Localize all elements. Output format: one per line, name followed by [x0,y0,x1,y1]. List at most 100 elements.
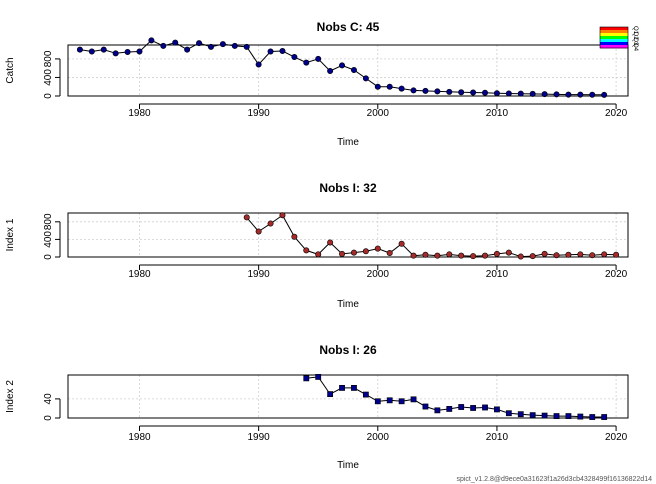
data-point [470,405,477,411]
x-tick-label: 2000 [367,432,390,443]
data-point [291,54,298,61]
data-point [279,212,286,219]
data-point [267,48,274,55]
data-point [219,41,226,48]
data-point [374,398,381,405]
x-tick-label: 2010 [486,432,509,443]
data-point [303,247,310,254]
data-point [482,89,489,96]
data-point [255,61,262,68]
y-tick-label: 400 [43,231,54,248]
data-point [446,406,453,412]
data-point [160,42,167,49]
data-point [327,239,334,246]
colorbar-swatch [600,27,628,31]
data-point [505,410,512,417]
data-point [505,90,512,97]
data-point [303,59,310,66]
data-point [434,407,441,414]
data-point [446,251,453,258]
data-point [327,67,334,74]
data-point [553,413,560,419]
data-point [541,250,548,257]
x-axis: 1980 1990 2000 2010 2020 [128,425,628,443]
data-point [303,375,310,382]
data-point [350,67,357,74]
data-point [482,252,489,259]
data-point [505,249,512,256]
data-point [124,48,131,55]
data-point [231,42,238,49]
data-point [374,245,381,252]
panel-title: Nobs I: 26 [319,343,377,357]
x-tick-label: 1980 [128,432,151,443]
x-tick-label: 2020 [605,269,628,280]
y-tick-label: 0 [43,93,54,99]
x-tick-label: 2020 [605,108,628,119]
plot-frame [67,44,629,97]
colorbar-swatch [600,36,628,40]
panel-title: Nobs I: 32 [319,181,377,195]
data-point [243,43,250,50]
data-point [553,91,560,98]
panel-title: Nobs C: 45 [317,20,380,34]
x-tick-label: 2010 [486,108,509,119]
data-point [553,252,560,259]
y-axis-label: Index 2 [5,380,16,413]
data-point [386,397,393,404]
data-point [493,90,500,97]
colorbar-swatch [600,42,628,46]
data-point [100,46,107,53]
data-point [88,48,95,55]
data-point [362,248,369,255]
data-point [458,89,465,96]
data-point [386,83,393,90]
x-axis: 1980 1990 2000 2010 2020 [128,103,628,119]
data-point [517,253,524,260]
data-point [386,250,393,257]
y-tick-label: 800 [43,213,54,230]
x-tick-label: 1980 [128,269,151,280]
catch-panel: Nobs C: 45 1980 1990 2000 2010 2020 0 400 800 Tim… [5,20,629,148]
data-point [529,412,536,419]
data-point [577,91,584,98]
data-point [207,43,214,50]
data-point [339,250,346,257]
y-axis-label: Catch [5,57,16,83]
data-point [148,37,155,44]
data-point [422,403,429,410]
data-point [339,384,345,391]
data-point [494,406,500,413]
data-point [541,412,548,419]
data-point [410,252,417,259]
plot-frame [67,212,629,258]
colorbar-label: Q1 [632,26,638,35]
data-point [493,250,500,257]
data-point [434,252,441,259]
data-point [446,88,453,95]
data-point [601,251,608,258]
x-tick-label: 2000 [367,108,390,119]
colorbar-label: Q2 [632,32,638,41]
x-tick-label: 2000 [367,269,390,280]
colorbar-frame [599,26,629,49]
data-point [327,391,334,398]
data-point [565,413,572,419]
data-point [410,87,417,94]
data-point [601,414,608,420]
x-tick-label: 1990 [248,432,271,443]
data-point [434,88,441,95]
y-tick-label: 0 [43,415,54,421]
data-point [577,251,584,258]
y-tick-label: 40 [43,393,54,405]
data-point [172,39,179,46]
x-axis-label: Time [337,137,359,148]
x-tick-label: 2020 [605,432,628,443]
data-point [589,414,596,420]
data-point [362,391,369,398]
x-axis-label: Time [337,460,359,471]
data-point [350,249,357,256]
